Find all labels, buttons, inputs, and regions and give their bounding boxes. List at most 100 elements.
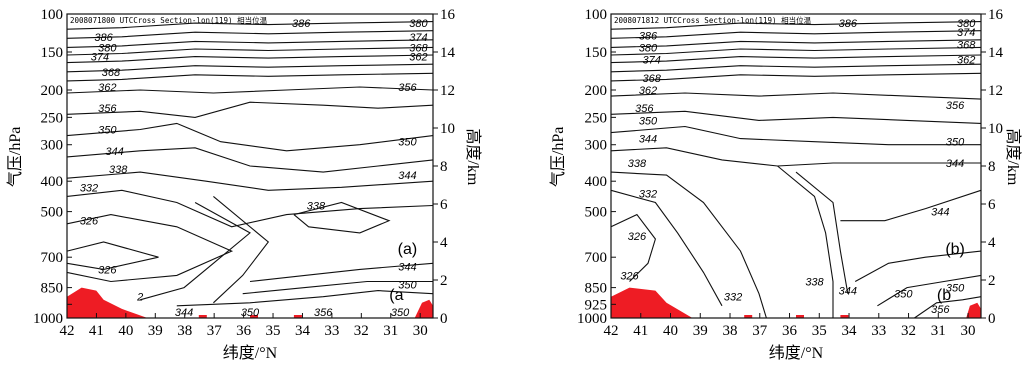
panel-header: 2008071800 UTCCross Section-lon(119) 相当位… [70, 15, 268, 25]
latitude-tick-label: 30 [413, 323, 428, 339]
latitude-tick-label: 31 [931, 323, 946, 339]
latitude-tick-label: 42 [60, 323, 75, 339]
height-tick-label: 0 [988, 311, 996, 327]
height-tick-label: 14 [440, 45, 456, 61]
latitude-tick-label: 42 [604, 323, 619, 339]
contour-line [66, 72, 434, 82]
pressure-tick-label: 100 [585, 7, 608, 23]
terrain-bump [796, 315, 804, 318]
latitude-tick-label: 33 [324, 323, 339, 339]
contour-label: 386 [839, 18, 858, 30]
latitude-tick-label: 33 [871, 323, 886, 339]
pressure-tick-label: 400 [41, 174, 64, 190]
contour-label: 386 [94, 32, 113, 44]
height-tick-label: 2 [988, 273, 996, 289]
panel-b: 2008071812 UTCCross Section-lon(119) 相当位… [549, 7, 1022, 362]
latitude-tick-label: 32 [354, 323, 369, 339]
height-tick-label: 12 [440, 83, 455, 99]
contour-label: 2 [136, 292, 143, 304]
height-tick-label: 16 [988, 7, 1004, 23]
contour-label: 344 [398, 261, 416, 273]
contour-label: 362 [639, 85, 657, 97]
contour-label: 386 [639, 30, 658, 42]
contour-label: 356 [314, 307, 333, 319]
right-axis-title: 高度/km [464, 128, 482, 185]
terrain-fill [611, 287, 693, 318]
pressure-tick-label: 925 [585, 297, 608, 313]
contour-label: 350 [241, 307, 260, 319]
latitude-tick-label: 34 [295, 323, 311, 339]
pressure-tick-label: 850 [41, 281, 64, 297]
left-axis-title: 气压/hPa [6, 127, 24, 187]
contour-line [610, 72, 982, 82]
pressure-tick-label: 1000 [33, 311, 63, 327]
pressure-tick-label: 700 [585, 250, 608, 266]
contour-label: 344 [175, 307, 193, 319]
latitude-tick-label: 40 [118, 323, 133, 339]
contour-label: 344 [639, 134, 657, 146]
height-tick-label: 14 [988, 45, 1004, 61]
contour-line [610, 46, 982, 56]
latitude-tick-label: 41 [89, 323, 104, 339]
contour-line [610, 39, 982, 48]
contour-label: 350 [391, 307, 410, 319]
contour-label: 362 [957, 55, 975, 67]
contour-line [610, 63, 982, 73]
contour-label: 344 [839, 286, 857, 298]
contour-line [66, 54, 434, 64]
x-axis-title: 纬度/°N [223, 344, 278, 362]
height-tick-label: 2 [440, 273, 448, 289]
contour-label: 374 [643, 55, 661, 67]
contour-line [66, 30, 434, 39]
pressure-tick-label: 700 [41, 250, 64, 266]
contour-label: 368 [409, 42, 428, 54]
contour-label: 338 [805, 277, 824, 289]
terrain-bump [293, 315, 302, 318]
pressure-tick-label: 300 [585, 138, 608, 154]
contour-label: 350 [946, 137, 965, 149]
pressure-tick-label: 200 [585, 83, 608, 99]
panel-label-secondary: (b [937, 287, 951, 304]
contour-label: 332 [639, 188, 657, 200]
contour-line [610, 21, 982, 30]
pressure-tick-label: 150 [585, 45, 608, 61]
terrain-bump [250, 315, 258, 318]
panel-a: 2008071800 UTCCross Section-lon(119) 相当位… [6, 7, 482, 362]
height-tick-label: 8 [440, 159, 448, 175]
latitude-tick-label: 36 [236, 323, 252, 339]
plot-frame [610, 13, 982, 319]
latitude-tick-label: 38 [723, 323, 738, 339]
contour-label: 350 [398, 137, 417, 149]
pressure-tick-label: 500 [585, 205, 608, 221]
terrain-bump [744, 315, 753, 318]
contour-label: 374 [957, 27, 975, 39]
contour-lines [610, 21, 982, 319]
pressure-tick-label: 850 [585, 281, 608, 297]
height-tick-label: 10 [988, 121, 1003, 137]
contour-label: 380 [639, 42, 658, 54]
contour-label: 326 [620, 270, 639, 282]
height-tick-label: 8 [988, 159, 996, 175]
pressure-tick-label: 150 [41, 45, 64, 61]
contour-label: 326 [98, 264, 117, 276]
contour-label: 326 [80, 216, 99, 228]
latitude-tick-label: 36 [782, 323, 798, 339]
terrain-bump [198, 315, 207, 318]
contour-label: 368 [957, 39, 976, 51]
contour-line [66, 63, 434, 73]
latitude-tick-label: 32 [901, 323, 916, 339]
latitude-tick-label: 40 [663, 323, 678, 339]
contour-label: 386 [292, 18, 311, 30]
contour-label: 350 [398, 280, 417, 292]
height-tick-label: 12 [988, 83, 1003, 99]
contour-label: 368 [102, 67, 121, 79]
contour-label: 344 [931, 207, 949, 219]
pressure-tick-label: 100 [41, 7, 64, 23]
contour-label: 332 [724, 292, 742, 304]
contour-line [610, 54, 982, 64]
x-axis-title: 纬度/°N [769, 344, 824, 362]
contour-label: 374 [409, 32, 427, 44]
terrain-fill-south [414, 299, 433, 318]
contour-label: 338 [109, 164, 128, 176]
